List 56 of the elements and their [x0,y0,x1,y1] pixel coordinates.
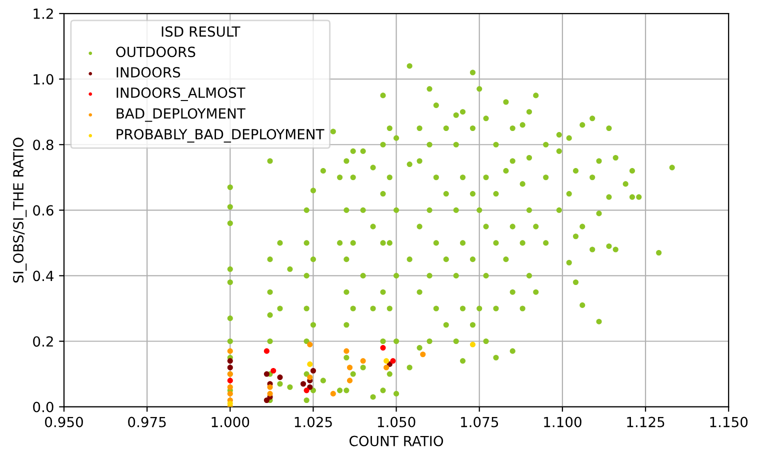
point [267,390,273,396]
point [307,384,313,390]
point [264,397,270,404]
x-tick-label: 1.125 [627,416,664,428]
point [420,352,426,358]
point [267,384,273,390]
point [307,361,313,367]
point [380,345,386,351]
y-tick-label: 0.6 [33,205,54,216]
legend-label: PROBABLY_BAD_DEPLOYMENT [116,128,324,143]
point [384,364,390,370]
point [346,378,353,384]
point [264,348,270,354]
x-tick-label: 0.950 [45,416,83,428]
legend-label: INDOORS_ALMOST [116,87,246,102]
x-tick-label: 1.025 [294,416,332,428]
y-tick-label: 1.2 [34,8,53,19]
y-tick-label: 0.8 [33,140,54,150]
point [310,368,316,374]
legend-title: ISD RESULT [162,26,240,37]
x-tick-label: 1.050 [378,416,416,428]
point [470,342,476,348]
point [330,390,336,396]
point [227,364,233,370]
point [227,358,233,364]
point [360,358,366,364]
x-tick-label: 0.975 [128,416,166,428]
legend-label: INDOORS [116,67,180,78]
point [390,358,396,364]
point [346,364,353,370]
point [227,390,233,396]
point [307,342,313,348]
point [270,368,276,374]
x-tick-label: 1.000 [212,416,250,428]
x-tick-label: 1.100 [544,416,582,428]
point [344,348,350,354]
point [227,348,233,354]
legend-label: BAD_DEPLOYMENT [116,108,246,122]
point [227,400,233,406]
legend-label: OUTDOORS [116,46,196,58]
x-tick-label: 1.150 [710,416,748,428]
y-tick-label: 0.0 [33,402,54,412]
x-axis-title: COUNT RATIO [350,436,444,446]
point [300,381,306,387]
y-axis-title: SI_OBS/SI_THE RATIO [13,138,27,283]
point [384,358,390,364]
y-tick-label: 0.2 [33,336,53,347]
point [304,388,310,394]
point [264,371,270,377]
y-tick-label: 1.0 [34,74,54,85]
x-tick-label: 1.075 [461,416,498,428]
point [277,374,283,380]
point [307,374,313,380]
point [227,384,233,390]
y-tick-label: 0.4 [33,270,54,282]
point [227,378,233,384]
